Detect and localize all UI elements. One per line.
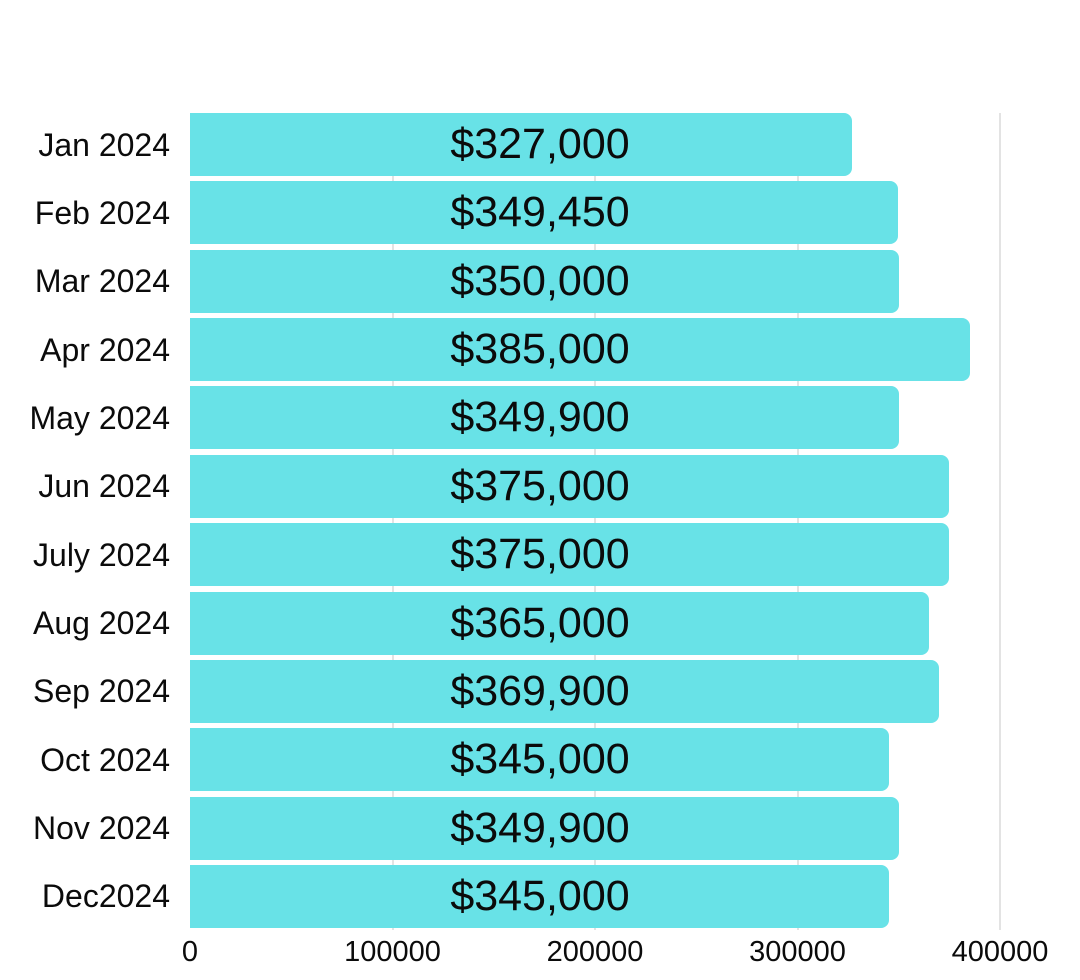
bar-value-label: $345,000 — [450, 871, 630, 920]
bar-dec2024 — [190, 864, 889, 928]
bar-value-label: $350,000 — [450, 256, 630, 305]
bar-track: $349,900 — [190, 386, 1080, 450]
x-tick-label-200000: 200000 — [546, 936, 644, 968]
category-label: July 2024 — [33, 536, 170, 573]
bar-feb-2024 — [190, 181, 898, 245]
bar-value-label: $327,000 — [450, 120, 630, 168]
bar-row-feb-2024: Feb 2024 $349,450 — [0, 181, 1080, 245]
category-label: Feb 2024 — [34, 194, 170, 231]
category-label: Mar 2024 — [34, 263, 170, 300]
category-label: Jun 2024 — [38, 468, 170, 505]
category-label: Dec2024 — [41, 878, 170, 915]
x-tick-label-300000: 300000 — [749, 936, 846, 968]
bar-may-2024 — [190, 386, 899, 450]
bar-oct-2024 — [190, 728, 889, 792]
bar-aug-2024 — [190, 591, 930, 655]
bar-july-2024 — [190, 523, 950, 587]
bar-apr-2024 — [190, 318, 970, 382]
bar-value-label: $349,900 — [450, 803, 630, 852]
bar-row-mar-2024: Mar 2024 $350,000 — [0, 249, 1080, 313]
bar-jan-2024 — [190, 113, 853, 176]
bar-row-may-2024: May 2024 $349,900 — [0, 386, 1080, 450]
gridline-100000 — [391, 113, 394, 930]
bar-track: $345,000 — [190, 728, 1080, 792]
category-label: Sep 2024 — [32, 673, 170, 710]
bar-track: $375,000 — [190, 523, 1080, 587]
bar-row-jun-2024: Jun 2024 $375,000 — [0, 454, 1080, 518]
bar-track: $385,000 — [190, 318, 1080, 382]
bar-track: $369,900 — [190, 659, 1080, 723]
bar-track: $327,000 — [190, 113, 1080, 176]
category-label: Oct 2024 — [40, 741, 170, 778]
bar-sep-2024 — [190, 659, 940, 723]
category-label: Aug 2024 — [32, 605, 170, 642]
bar-value-label: $345,000 — [450, 735, 630, 784]
x-tick-label-400000: 400000 — [951, 936, 1049, 968]
bar-value-label: $385,000 — [450, 325, 630, 374]
bar-value-label: $349,900 — [450, 393, 630, 442]
bar-mar-2024 — [190, 249, 899, 313]
bar-value-label: $375,000 — [450, 530, 630, 579]
x-tick-label-0: 0 — [181, 936, 199, 968]
bar-row-july-2024: July 2024 $375,000 — [0, 523, 1080, 587]
bar-value-label: $365,000 — [450, 598, 630, 647]
category-label: May 2024 — [29, 399, 170, 436]
bar-row-oct-2024: Oct 2024 $345,000 — [0, 728, 1080, 792]
bar-track: $349,900 — [190, 796, 1080, 860]
category-label: Apr 2024 — [40, 331, 170, 368]
gridline-200000 — [594, 113, 596, 930]
gridline-300000 — [796, 113, 799, 930]
bar-rows: Jan 2024 $327,000 Feb 2024 $349,450 Mar … — [0, 113, 1080, 928]
bar-row-apr-2024: Apr 2024 $385,000 — [0, 318, 1080, 382]
bar-nov-2024 — [190, 796, 899, 860]
bar-track: $350,000 — [190, 249, 1080, 313]
bar-track: $349,450 — [190, 181, 1080, 245]
bar-track: $365,000 — [190, 591, 1080, 655]
bar-row-jan-2024: Jan 2024 $327,000 — [0, 113, 1080, 176]
x-tick-label-100000: 100000 — [344, 936, 441, 968]
category-label: Jan 2024 — [38, 126, 170, 163]
bar-track: $345,000 — [190, 864, 1080, 928]
bar-value-label: $375,000 — [450, 461, 630, 510]
bar-row-dec2024: Dec2024 $345,000 — [0, 864, 1080, 928]
bar-row-aug-2024: Aug 2024 $365,000 — [0, 591, 1080, 655]
bar-row-sep-2024: Sep 2024 $369,900 — [0, 659, 1080, 723]
bar-value-label: $349,450 — [450, 188, 630, 237]
bar-track: $375,000 — [190, 454, 1080, 518]
gridline-400000 — [999, 113, 1001, 930]
bar-jun-2024 — [190, 454, 950, 518]
bar-row-nov-2024: Nov 2024 $349,900 — [0, 796, 1080, 860]
bar-value-label: $369,900 — [450, 666, 630, 715]
category-label: Nov 2024 — [33, 810, 170, 847]
